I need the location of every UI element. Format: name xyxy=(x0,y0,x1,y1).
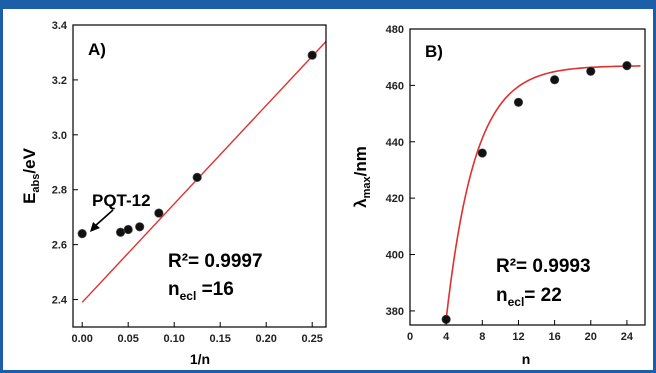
panel-a-y-label-main: E xyxy=(20,193,39,204)
panel-a-y-label: Eabs/eV xyxy=(20,147,42,203)
panel-b-x-tick-label: 16 xyxy=(548,331,560,343)
panel-a-y-tick-label: 2.6 xyxy=(52,240,67,252)
panel-a-y-label-unit: /eV xyxy=(20,147,39,173)
panel-b-x-tick-label: 4 xyxy=(443,331,450,343)
panel-a-data-point xyxy=(192,172,202,182)
panel-b-y-ticks: 380 400 420 440 460 480 xyxy=(386,24,415,318)
panel-a-x-tick-label: 0.20 xyxy=(255,333,276,345)
panel-a-y-label-sub: abs xyxy=(30,174,42,193)
panel-b-y-label-unit: /nm xyxy=(351,146,370,176)
header-bar xyxy=(0,0,656,9)
panel-b-y-tick-label: 380 xyxy=(386,306,404,318)
panel-a-data-point xyxy=(123,224,133,235)
panel-a-x-label: 1/n xyxy=(190,351,210,367)
panel-b-x-tick-label: 8 xyxy=(479,331,485,343)
panel-b-y-label-main: λ xyxy=(351,198,370,208)
panel-b-y-tick-label: 440 xyxy=(386,137,404,149)
panel-b-necl-text: necl= 22 xyxy=(496,285,562,309)
panel-a-y-tick-label: 2.8 xyxy=(52,185,67,197)
panel-a-x-tick-label: 0.00 xyxy=(71,333,92,345)
panel-a-necl-sub: ecl xyxy=(180,289,197,303)
panel-b-fit-curve xyxy=(445,65,641,320)
panel-a-necl-value: =16 xyxy=(196,279,234,300)
panel-a-annotation-arrow-line xyxy=(94,209,114,227)
panel-b-y-tick-label: 480 xyxy=(386,24,404,36)
panel-a-data-point xyxy=(135,222,145,232)
panel-b-necl-sub: ecl xyxy=(508,295,525,309)
panel-b-data-point xyxy=(477,148,487,158)
panel-a-necl-text: necl =16 xyxy=(168,279,234,303)
panel-b-points xyxy=(441,61,632,324)
panel-b-x-tick-label: 12 xyxy=(512,331,524,343)
panel-b-necl-main: n xyxy=(496,285,508,306)
panel-a-pqt12-label: PQT-12 xyxy=(92,191,151,210)
panel-b-plot-area xyxy=(409,28,646,326)
panel-b-data-point xyxy=(586,66,596,76)
panel-a-label: A) xyxy=(88,40,106,59)
panel-a-x-tick-label: 0.25 xyxy=(301,333,322,345)
panel-b-necl-value: = 22 xyxy=(524,285,562,306)
panel-b-y-tick-label: 420 xyxy=(386,193,404,205)
panel-b-y-label-sub: max xyxy=(361,176,373,199)
panel-b-x-tick-label: 24 xyxy=(621,331,634,343)
panel-a-data-point xyxy=(307,50,317,60)
panel-a-r2-text: R²= 0.9997 xyxy=(168,251,263,272)
panel-b-y-label: λmax/nm xyxy=(351,146,373,208)
panel-a-data-point xyxy=(77,229,87,239)
panel-b-x-ticks: 0 4 8 12 16 20 24 xyxy=(407,320,634,343)
panel-b-x-tick-label: 20 xyxy=(585,331,597,343)
panel-a-x-ticks: 0.00 0.05 0.10 0.15 0.20 0.25 xyxy=(71,322,323,345)
panel-a-data-point xyxy=(154,208,164,218)
panel-b-x-tick-label: 0 xyxy=(407,331,413,343)
panel-b-y-tick-label: 460 xyxy=(386,80,404,92)
panel-b-label: B) xyxy=(425,42,443,61)
panel-a-annotation-arrowhead xyxy=(90,222,100,232)
panel-a-points xyxy=(77,50,317,239)
panel-b: 0 4 8 12 16 20 24 380 400 420 440 460 480 B) n λmax… xyxy=(351,24,646,367)
panel-b-data-point xyxy=(550,75,560,85)
panel-a-y-ticks: 2.4 2.6 2.8 3.0 3.2 3.4 xyxy=(52,20,78,307)
panel-a-y-tick-label: 3.0 xyxy=(52,130,67,142)
panel-a-x-tick-label: 0.10 xyxy=(163,333,184,345)
panel-a-plot-area xyxy=(72,24,327,328)
panel-a-data-point xyxy=(115,227,126,237)
panel-a-necl-main: n xyxy=(168,279,180,300)
panel-b-fit-layer xyxy=(445,65,641,320)
panel-a-fit-line xyxy=(81,40,327,303)
panel-b-data-point xyxy=(513,97,524,107)
panel-a-fit-layer xyxy=(81,40,327,303)
panel-a-y-tick-label: 3.4 xyxy=(52,20,68,32)
panel-b-data-point xyxy=(622,61,632,71)
panel-a-y-tick-label: 3.2 xyxy=(52,75,67,87)
panel-a: 0.00 0.05 0.10 0.15 0.20 0.25 2.4 2.6 2.8 3.0 3.2… xyxy=(20,20,327,367)
panel-a-x-tick-label: 0.15 xyxy=(209,333,230,345)
panel-b-r2-text: R²= 0.9993 xyxy=(496,256,591,277)
panel-a-x-tick-label: 0.05 xyxy=(117,333,138,345)
panel-b-y-tick-label: 400 xyxy=(386,250,404,262)
panel-a-y-tick-label: 2.4 xyxy=(52,295,68,307)
panel-b-x-label: n xyxy=(522,351,531,367)
